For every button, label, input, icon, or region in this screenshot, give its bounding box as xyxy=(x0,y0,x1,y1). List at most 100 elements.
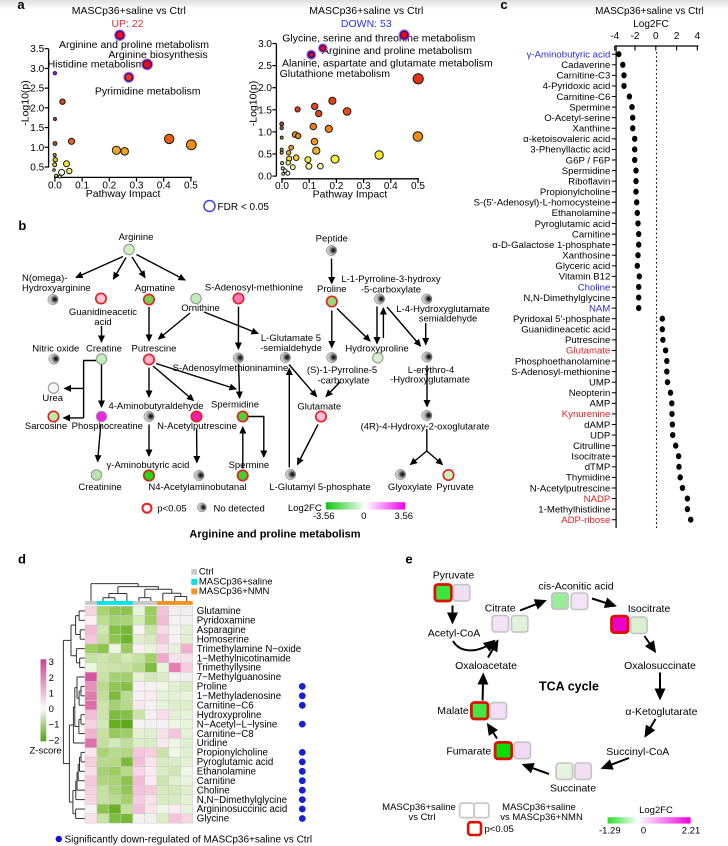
svg-text:Pyrimidine metabolism: Pyrimidine metabolism xyxy=(95,86,201,98)
svg-text:1−Methylnicotinamide: 1−Methylnicotinamide xyxy=(197,653,291,664)
svg-text:S-(5'-Adenosyl)-L-homocysteine: S-(5'-Adenosyl)-L-homocysteine xyxy=(474,198,611,209)
svg-text:Neopterin: Neopterin xyxy=(569,388,611,399)
svg-text:0.0: 0.0 xyxy=(48,180,62,191)
svg-text:N−Acetyl−L−lysine: N−Acetyl−L−lysine xyxy=(197,719,278,730)
svg-text:UDP: UDP xyxy=(590,430,610,441)
svg-text:Pyroglutamic acid: Pyroglutamic acid xyxy=(535,219,611,230)
svg-text:dTMP: dTMP xyxy=(585,462,611,473)
svg-text:Glutathione metabolism: Glutathione metabolism xyxy=(280,68,391,80)
svg-text:Spermine: Spermine xyxy=(569,102,610,113)
svg-text:2.0: 2.0 xyxy=(30,103,44,114)
svg-text:Propionylcholine: Propionylcholine xyxy=(197,748,268,759)
svg-text:1−Methyladenosine: 1−Methyladenosine xyxy=(197,691,281,702)
svg-text:vs Ctrl: vs Ctrl xyxy=(409,812,436,823)
svg-text:0.5: 0.5 xyxy=(258,150,272,161)
svg-text:b: b xyxy=(18,218,26,233)
svg-text:Pathway Impact: Pathway Impact xyxy=(86,188,161,200)
svg-text:Isocitrate: Isocitrate xyxy=(571,452,610,463)
svg-text:(S)-1-Pyrroline-5: (S)-1-Pyrroline-5 xyxy=(307,365,377,376)
svg-text:MASCp36+saline: MASCp36+saline xyxy=(199,577,273,588)
svg-text:Putrescine: Putrescine xyxy=(132,344,177,355)
svg-text:−2: −2 xyxy=(49,735,60,746)
svg-text:Ethanolamine: Ethanolamine xyxy=(197,766,256,777)
svg-text:1.0: 1.0 xyxy=(30,143,44,154)
svg-text:0.3: 0.3 xyxy=(130,180,144,191)
svg-text:NADP: NADP xyxy=(584,494,611,505)
svg-text:Choline: Choline xyxy=(197,785,230,796)
svg-text:Oxaloacetate: Oxaloacetate xyxy=(455,660,517,672)
svg-text:Carnitine-C6: Carnitine-C6 xyxy=(556,92,610,103)
svg-text:0: 0 xyxy=(653,31,659,42)
svg-text:Carnitine-C3: Carnitine-C3 xyxy=(556,71,610,82)
svg-text:UMP: UMP xyxy=(589,377,610,388)
svg-text:Spermine: Spermine xyxy=(229,460,270,471)
svg-text:0.0: 0.0 xyxy=(258,172,272,183)
svg-text:Vitamin B12: Vitamin B12 xyxy=(559,272,611,283)
svg-text:Glutamate: Glutamate xyxy=(297,402,341,413)
svg-text:Xanthine: Xanthine xyxy=(572,124,610,135)
svg-text:e: e xyxy=(405,552,412,567)
svg-text:α-ketoisovaleric acid: α-ketoisovaleric acid xyxy=(523,134,610,145)
svg-text:Arginine and proline metabolis: Arginine and proline metabolism xyxy=(189,529,360,541)
svg-text:0.1: 0.1 xyxy=(302,181,316,192)
svg-text:Trimethyllysine: Trimethyllysine xyxy=(197,663,261,674)
svg-text:2.21: 2.21 xyxy=(682,825,701,836)
svg-text:0.2: 0.2 xyxy=(102,180,116,191)
svg-text:3: 3 xyxy=(49,657,54,668)
svg-text:Malate: Malate xyxy=(437,705,469,717)
svg-text:Fumarate: Fumarate xyxy=(446,746,491,758)
svg-text:Succinate: Succinate xyxy=(550,783,596,795)
svg-text:Argininosuccinic acid: Argininosuccinic acid xyxy=(197,804,287,815)
svg-text:cis-Aconitic acid: cis-Aconitic acid xyxy=(538,581,613,593)
svg-text:Kynurenine: Kynurenine xyxy=(562,409,611,420)
svg-text:G6P / F6P: G6P / F6P xyxy=(566,155,611,166)
svg-text:Guanidineacetic: Guanidineacetic xyxy=(69,307,137,318)
svg-text:Glycine: Glycine xyxy=(197,814,229,825)
svg-text:p<0.05: p<0.05 xyxy=(157,504,186,515)
svg-text:MASCp36+NMN: MASCp36+NMN xyxy=(199,586,270,597)
svg-text:MASCp36+saline vs Ctrl: MASCp36+saline vs Ctrl xyxy=(72,5,186,17)
svg-text:2.0: 2.0 xyxy=(258,83,272,94)
svg-text:Glutamine: Glutamine xyxy=(197,606,241,617)
svg-text:Arginine and proline metabolis: Arginine and proline metabolism xyxy=(322,45,472,57)
svg-text:1-Methylhistidine: 1-Methylhistidine xyxy=(538,504,610,515)
svg-text:0.3: 0.3 xyxy=(357,181,371,192)
svg-text:0.0: 0.0 xyxy=(275,181,289,192)
svg-text:S-Adenosyl-methionine: S-Adenosyl-methionine xyxy=(511,367,610,378)
svg-text:Carnitine: Carnitine xyxy=(572,229,610,240)
svg-text:Significantly down-regulated o: Significantly down-regulated of MASCp36+… xyxy=(65,834,313,845)
svg-text:0.5: 0.5 xyxy=(184,180,198,191)
svg-text:-Hydroxyglutamate: -Hydroxyglutamate xyxy=(390,375,470,386)
svg-text:0.5: 0.5 xyxy=(30,162,44,173)
svg-text:Hydroxyproline: Hydroxyproline xyxy=(197,710,262,721)
svg-text:Acetyl-CoA: Acetyl-CoA xyxy=(428,628,481,640)
svg-text:Pathway Impact: Pathway Impact xyxy=(313,188,388,200)
svg-text:N4-Acetylaminobutanal: N4-Acetylaminobutanal xyxy=(148,482,246,493)
svg-text:N(omega)-: N(omega)- xyxy=(22,273,67,284)
svg-text:c: c xyxy=(500,0,507,12)
svg-text:Hydroxyproline: Hydroxyproline xyxy=(345,344,408,355)
svg-text:Ethanolamine: Ethanolamine xyxy=(552,208,611,219)
svg-text:Proline: Proline xyxy=(197,682,227,693)
svg-text:4-Aminobutyraldehyde: 4-Aminobutyraldehyde xyxy=(108,401,203,412)
svg-text:0.1: 0.1 xyxy=(75,180,89,191)
svg-text:Riboflavin: Riboflavin xyxy=(568,176,610,187)
svg-text:L-Glutamyl 5-phosphate: L-Glutamyl 5-phosphate xyxy=(269,482,370,493)
svg-text:1.5: 1.5 xyxy=(30,123,44,134)
svg-text:L-erythro-4: L-erythro-4 xyxy=(408,365,454,376)
svg-text:0: 0 xyxy=(641,825,646,836)
svg-text:Creatinine: Creatinine xyxy=(78,482,121,493)
svg-text:L-4-Hydroxyglutamate: L-4-Hydroxyglutamate xyxy=(396,304,489,315)
svg-text:Carnitine−C8: Carnitine−C8 xyxy=(197,729,254,740)
svg-text:Glyceric acid: Glyceric acid xyxy=(555,261,610,272)
svg-text:No detected: No detected xyxy=(214,504,265,515)
svg-text:Putrescine: Putrescine xyxy=(565,335,610,346)
svg-text:p<0.05: p<0.05 xyxy=(485,824,514,835)
svg-text:−1: −1 xyxy=(49,720,60,731)
svg-text:N,N−Dimethylglycine: N,N−Dimethylglycine xyxy=(197,795,287,806)
svg-text:Nitric oxide: Nitric oxide xyxy=(32,344,79,355)
svg-text:L-1-Pyrroline-3-hydroxy: L-1-Pyrroline-3-hydroxy xyxy=(341,274,441,285)
svg-text:a: a xyxy=(17,0,25,12)
svg-text:Carnitine: Carnitine xyxy=(197,776,236,787)
svg-text:Agmatine: Agmatine xyxy=(135,283,175,294)
